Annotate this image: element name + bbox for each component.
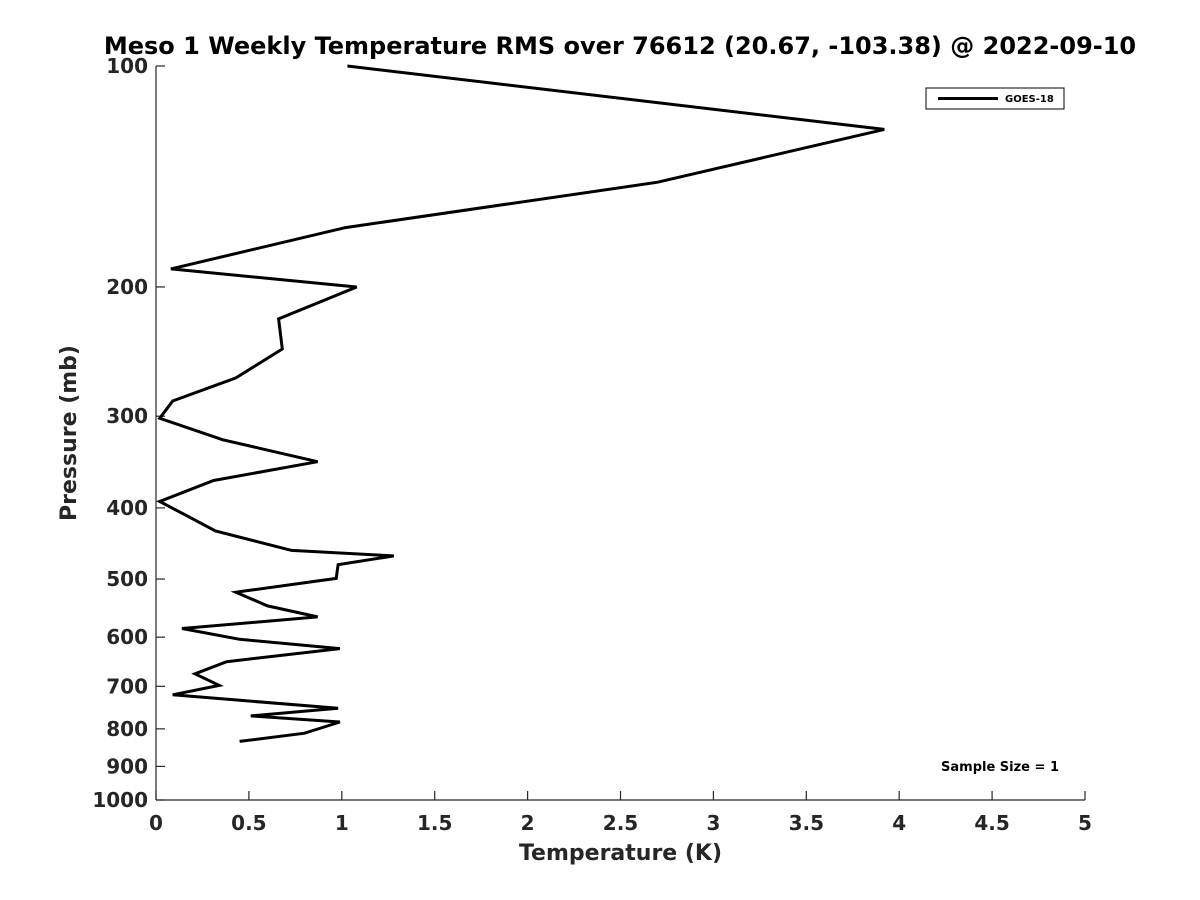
y-tick-label: 500 <box>106 567 148 591</box>
y-tick-label: 300 <box>106 404 148 428</box>
y-tick-label: 400 <box>106 496 148 520</box>
series-line-goes-18 <box>156 64 885 743</box>
sample-size-annotation: Sample Size = 1 <box>941 760 1059 775</box>
y-tick-label: 200 <box>106 275 148 299</box>
x-tick-label: 4.5 <box>974 811 1009 835</box>
x-tick-label: 4 <box>892 811 906 835</box>
x-tick-label: 0.5 <box>231 811 266 835</box>
x-tick-label: 0 <box>149 811 163 835</box>
x-tick-label: 1.5 <box>417 811 452 835</box>
x-tick-label: 3.5 <box>789 811 824 835</box>
y-tick-label: 600 <box>106 625 148 649</box>
y-tick-label: 700 <box>106 674 148 698</box>
y-tick-label: 800 <box>106 717 148 741</box>
x-tick-label: 5 <box>1078 811 1092 835</box>
x-tick-label: 3 <box>706 811 720 835</box>
chart-title: Meso 1 Weekly Temperature RMS over 76612… <box>104 32 1136 60</box>
x-tick-label: 2.5 <box>603 811 638 835</box>
x-axis-ticks: 0 0.5 1 1.5 2 2.5 3 3.5 4 4.5 5 <box>149 791 1092 835</box>
y-tick-label: 900 <box>106 754 148 778</box>
x-tick-label: 1 <box>335 811 349 835</box>
x-tick-label: 2 <box>521 811 535 835</box>
y-axis-label: Pressure (mb) <box>57 345 82 521</box>
x-axis-label: Temperature (K) <box>519 841 722 866</box>
legend-label-goes-18: GOES-18 <box>1005 94 1054 105</box>
legend: GOES-18 <box>925 87 1065 110</box>
series-group <box>156 64 885 743</box>
axes <box>155 66 1085 801</box>
y-axis-ticks: 100 200 300 400 500 600 700 800 900 1000 <box>92 54 165 812</box>
y-tick-label: 100 <box>106 54 148 78</box>
y-tick-label: 1000 <box>92 788 148 812</box>
